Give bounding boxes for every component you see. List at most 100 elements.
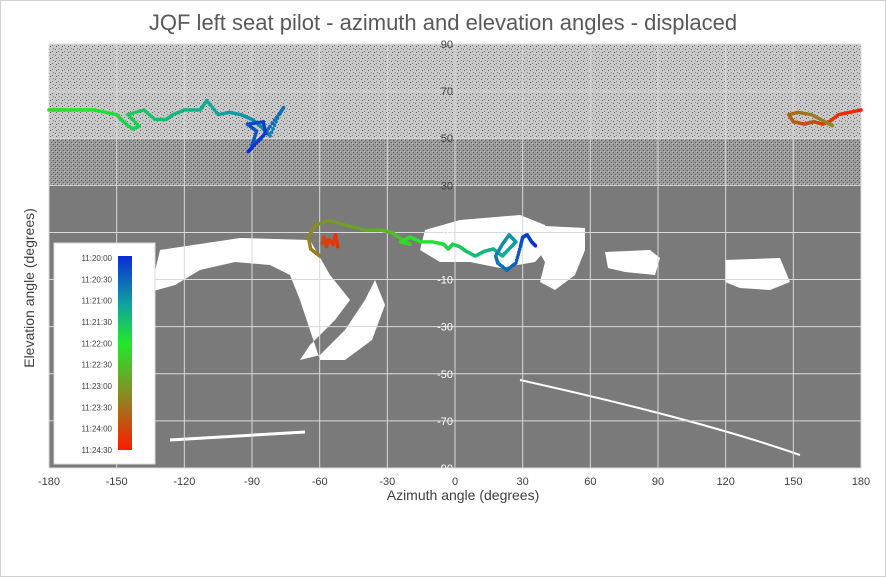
data-point xyxy=(281,105,286,110)
legend-label: 11:20:00 xyxy=(81,254,112,263)
data-point xyxy=(329,219,334,224)
legend-label: 11:24:00 xyxy=(81,425,112,434)
legend-label: 11:21:30 xyxy=(81,318,112,327)
data-point xyxy=(270,121,275,126)
data-point xyxy=(195,108,200,112)
data-point xyxy=(533,243,538,248)
x-tick-label: 180 xyxy=(852,476,870,488)
data-point xyxy=(182,108,187,112)
data-point xyxy=(193,108,197,112)
legend-label: 11:24:30 xyxy=(81,446,112,455)
data-point xyxy=(320,241,325,245)
data-point xyxy=(517,247,522,252)
data-point xyxy=(279,108,284,113)
data-point xyxy=(373,228,378,232)
data-point xyxy=(515,255,520,260)
y-tick-label: -70 xyxy=(437,416,453,428)
y-tick-label: 90 xyxy=(441,39,453,51)
legend-label: 11:22:00 xyxy=(81,339,112,348)
x-tick-label: -150 xyxy=(106,476,128,488)
legend-label: 11:20:30 xyxy=(81,275,112,284)
data-point xyxy=(514,261,518,265)
data-point xyxy=(187,108,192,112)
y-tick-labels: 90 70 50 30 10 -10 -30 -50 -70 -90 xyxy=(437,39,453,475)
data-point xyxy=(368,228,372,232)
x-tick-label: -30 xyxy=(379,476,395,488)
data-point xyxy=(272,118,277,122)
data-point xyxy=(344,223,349,228)
data-point xyxy=(376,228,380,232)
legend-label: 11:23:30 xyxy=(81,403,112,412)
y-tick-label: -90 xyxy=(437,463,453,475)
data-point xyxy=(256,138,261,143)
data-point xyxy=(362,228,367,232)
data-point xyxy=(245,122,250,126)
legend-box xyxy=(53,242,156,465)
data-point xyxy=(370,228,375,232)
data-point xyxy=(253,121,258,125)
y-tick-label: -10 xyxy=(437,275,453,287)
cockpit-window-right xyxy=(525,225,585,290)
legend-color-bar xyxy=(118,256,132,450)
data-point xyxy=(335,221,340,225)
data-point xyxy=(269,130,274,135)
data-point xyxy=(356,226,361,231)
y-tick-label: 50 xyxy=(441,133,453,145)
data-point xyxy=(359,227,364,232)
y-tick-label: -30 xyxy=(437,322,453,334)
data-point xyxy=(271,127,275,131)
legend-label: 11:23:00 xyxy=(81,382,112,391)
data-point xyxy=(326,218,331,223)
x-axis-label: Azimuth angle (degrees) xyxy=(386,487,540,503)
x-tick-label: 150 xyxy=(784,476,802,488)
x-tick-label: 30 xyxy=(517,476,529,488)
data-point xyxy=(341,222,346,227)
x-tick-label: -180 xyxy=(38,476,60,488)
data-point xyxy=(277,112,281,116)
data-point xyxy=(338,222,343,226)
x-tick-label: 0 xyxy=(452,476,458,488)
y-tick-label: 30 xyxy=(441,180,453,192)
data-point xyxy=(190,108,195,112)
x-tick-label: 120 xyxy=(716,476,734,488)
data-point xyxy=(258,120,263,124)
legend: 11:20:00 11:20:30 11:21:00 11:21:30 11:22:00… xyxy=(53,242,156,465)
x-tick-label: -90 xyxy=(244,476,260,488)
data-point xyxy=(365,228,370,232)
x-tick-label: 90 xyxy=(652,476,664,488)
data-point xyxy=(246,149,251,154)
legend-label: 11:22:30 xyxy=(81,361,112,370)
data-point xyxy=(353,225,358,230)
data-point xyxy=(830,123,835,128)
data-point xyxy=(516,253,520,257)
data-point xyxy=(259,136,263,141)
x-tick-label: 60 xyxy=(584,476,596,488)
legend-label: 11:21:00 xyxy=(81,297,112,306)
data-point xyxy=(268,134,272,138)
data-point xyxy=(261,134,266,138)
data-point xyxy=(263,131,268,136)
side-window-right xyxy=(605,250,660,275)
data-point xyxy=(350,225,355,229)
lower-arc xyxy=(519,379,801,456)
data-point xyxy=(347,224,352,228)
side-window-far-right xyxy=(725,258,790,290)
y-tick-label: 10 xyxy=(441,227,453,239)
x-tick-label: -120 xyxy=(173,476,195,488)
data-point xyxy=(332,220,337,225)
legend-labels: 11:20:00 11:20:30 11:21:00 11:21:30 11:22:00… xyxy=(81,254,112,455)
lower-left-arc xyxy=(169,430,306,442)
data-point xyxy=(517,250,521,254)
data-points xyxy=(47,98,863,272)
data-point xyxy=(248,121,252,126)
data-point xyxy=(185,108,189,112)
cockpit-window-left xyxy=(150,238,385,360)
data-point xyxy=(254,141,259,145)
chart-title: JQF left seat pilot - azimuth and elevat… xyxy=(148,10,738,35)
x-tick-labels: -180 -150 -120 -90 -60 -30 0 30 60 90 120 150 180 xyxy=(38,476,870,488)
x-tick-label: -60 xyxy=(312,476,328,488)
data-point xyxy=(252,143,257,148)
data-point xyxy=(275,115,279,119)
y-tick-label: -50 xyxy=(437,369,453,381)
